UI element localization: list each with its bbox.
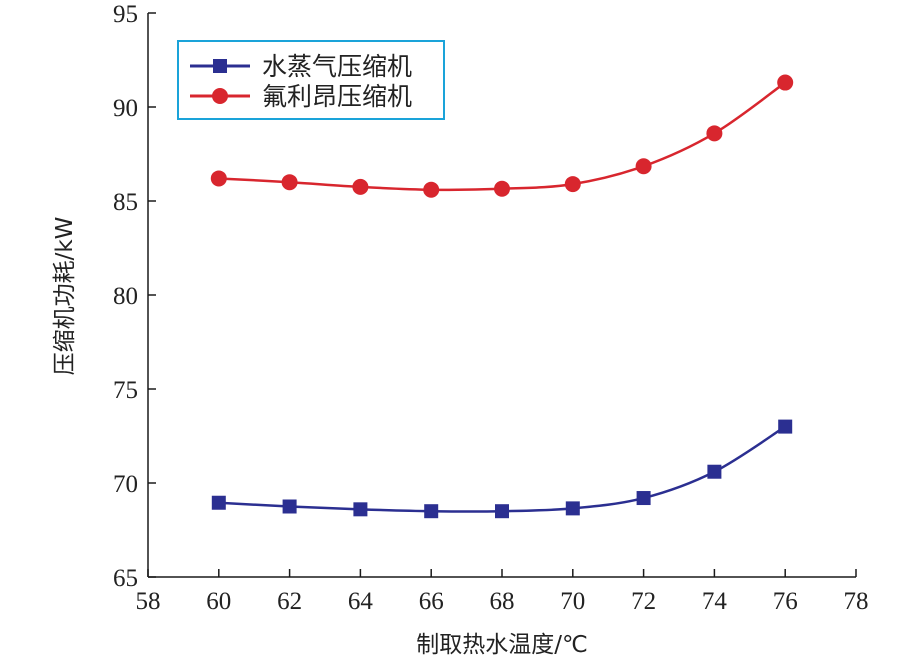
x-tick-label: 66: [419, 588, 444, 615]
legend-marker-steam: [213, 59, 227, 73]
legend-box: [177, 40, 445, 120]
y-tick-label: 90: [113, 95, 138, 122]
data-point-square: [211, 495, 226, 510]
y-axis-ticks: 65 70 75 80 85 90 95: [113, 1, 156, 592]
y-tick-label: 75: [113, 377, 138, 404]
data-point-square: [778, 419, 793, 434]
legend-label-steam: 水蒸气压缩机: [262, 52, 412, 81]
legend: 水蒸气压缩机 氟利昂压缩机: [177, 40, 445, 120]
x-tick-label: 70: [560, 588, 585, 615]
data-point-circle: [352, 178, 369, 195]
y-tick-label: 65: [113, 565, 138, 592]
x-tick-label: 60: [206, 588, 231, 615]
data-point-square: [707, 464, 722, 479]
x-tick-label: 76: [773, 588, 798, 615]
x-tick-label: 78: [844, 588, 869, 615]
data-point-circle: [281, 174, 298, 191]
data-point-circle: [635, 158, 652, 175]
y-tick-label: 80: [113, 283, 138, 310]
y-tick-label: 95: [113, 1, 138, 28]
x-tick-label: 62: [277, 588, 302, 615]
data-point-square: [424, 504, 439, 519]
data-point-square: [636, 491, 651, 506]
x-tick-label: 58: [136, 588, 161, 615]
data-point-circle: [564, 176, 581, 193]
series-0: [211, 419, 793, 519]
y-tick-label: 70: [113, 471, 138, 498]
series-layer: [210, 74, 794, 519]
x-axis-ticks: 58 60 62 64 66 68 70 72 74 76 78: [136, 569, 869, 615]
x-tick-label: 68: [490, 588, 515, 615]
legend-label-freon: 氟利昂压缩机: [262, 82, 412, 111]
series-line: [218, 425, 786, 513]
data-point-square: [282, 499, 297, 514]
legend-marker-freon: [212, 88, 228, 104]
y-axis-title: 压缩机功耗/kW: [52, 217, 78, 376]
x-axis-title: 制取热水温度/℃: [416, 632, 588, 658]
y-tick-label: 85: [113, 189, 138, 216]
x-tick-label: 72: [631, 588, 656, 615]
data-point-circle: [777, 74, 794, 91]
data-point-square: [495, 504, 509, 519]
data-point-circle: [210, 170, 227, 187]
data-point-circle: [706, 125, 723, 142]
x-tick-label: 74: [702, 588, 728, 615]
x-tick-label: 64: [348, 588, 374, 615]
data-point-circle: [494, 180, 510, 197]
data-point-circle: [423, 181, 440, 198]
data-point-square: [565, 501, 580, 516]
data-point-square: [353, 502, 368, 517]
series-1: [210, 74, 794, 198]
